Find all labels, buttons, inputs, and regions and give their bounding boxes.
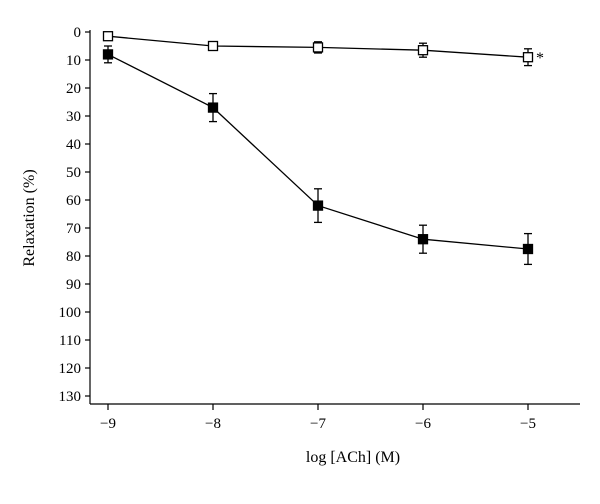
filled-square-marker [102,49,114,60]
x-tick-label: −6 [415,416,431,432]
axes: 0 10 20 30 40 50 60 70 80 90 100 110 120 130 −9 −8 −7 −6 −… [59,25,580,432]
open-square-marker [312,42,324,53]
x-tick-label: −8 [205,416,221,432]
filled-square-marker [312,200,324,211]
filled-square-marker [522,243,534,255]
x-tick-label: −9 [100,416,116,432]
y-tick-label: 90 [66,277,81,293]
y-tick-label: 60 [66,193,81,209]
y-tick-label: 80 [66,249,81,265]
open-square-marker [207,40,219,52]
y-tick-label: 120 [59,361,82,377]
y-tick-label: 10 [66,53,81,69]
y-tick-label: 70 [66,221,81,237]
y-tick-label: 100 [59,305,82,321]
y-tick-label: 130 [59,389,82,405]
x-tick-label: −5 [520,416,536,432]
significance-annotation: * [536,50,544,67]
open-square-marker [417,45,429,56]
open-square-marker [102,31,114,42]
y-tick-label: 30 [66,109,81,125]
filled-square-marker [207,102,219,113]
filled-square-marker [417,234,429,245]
y-tick-label: 20 [66,81,81,97]
y-tick-label: 110 [59,333,81,349]
y-tick-label: 50 [66,165,81,181]
labels-layer: log [ACh] (M) Relaxation (%) * [21,50,544,466]
x-tick-label: −7 [310,416,326,432]
open-square-marker [522,52,534,63]
y-tick-label: 0 [74,25,82,41]
series-layer [102,31,534,266]
y-tick-label: 40 [66,137,81,153]
series-1 [102,31,534,67]
series-2 [102,45,534,266]
x-axis-title: log [ACh] (M) [306,449,400,466]
y-axis-title: Relaxation (%) [21,169,38,266]
